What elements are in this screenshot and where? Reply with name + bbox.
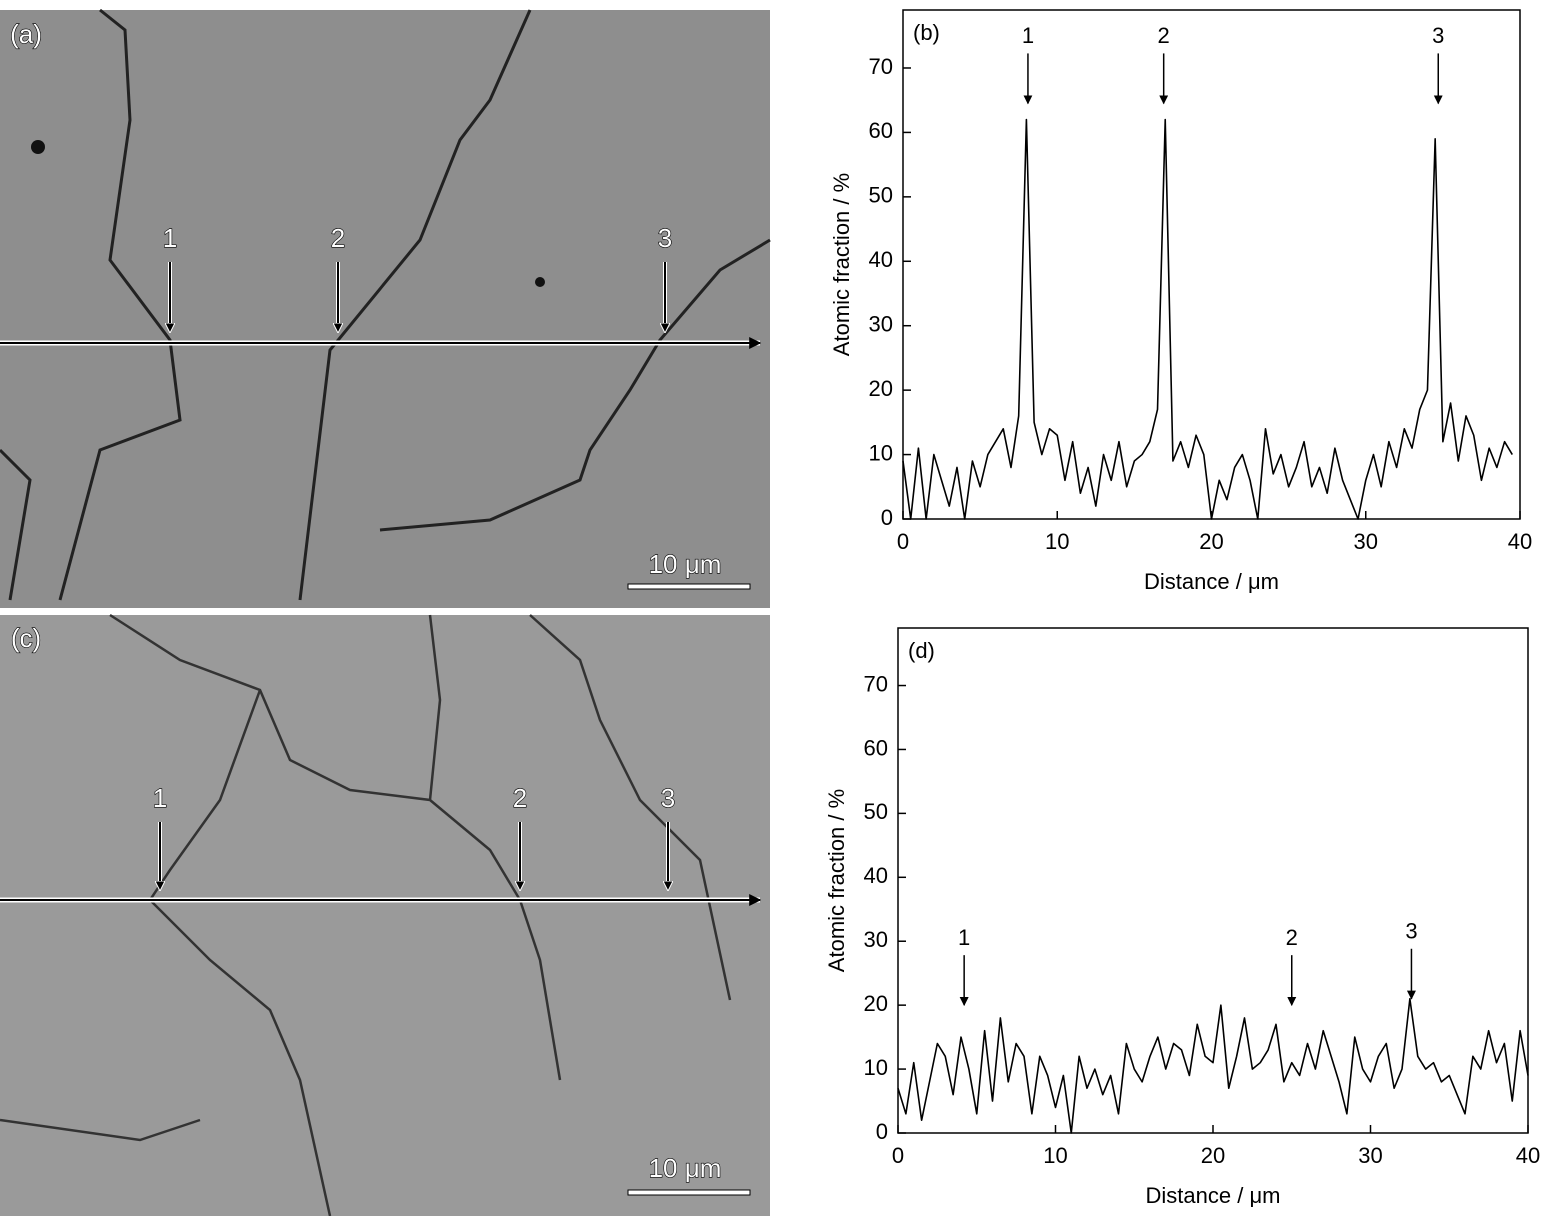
y-tick-label: 20 xyxy=(864,991,888,1016)
y-tick-label: 70 xyxy=(864,671,888,696)
x-tick-label: 20 xyxy=(1199,529,1223,554)
data-line xyxy=(902,118,1513,520)
annotation-label: 2 xyxy=(1286,925,1298,950)
y-tick-label: 50 xyxy=(869,183,893,208)
panel-label: (a) xyxy=(10,19,42,49)
annotation-label: 3 xyxy=(1405,919,1417,944)
marker-label: 2 xyxy=(331,223,345,253)
y-axis-label: Atomic fraction / % xyxy=(824,789,849,972)
chart: 0 10 20 30 40 0 10 20 30 40 50 60 70 (b) Distance / μm… xyxy=(829,9,1532,594)
marker-label: 3 xyxy=(658,223,672,253)
x-tick-label: 0 xyxy=(892,1143,904,1168)
y-tick-label: 0 xyxy=(881,505,893,530)
marker-label: 1 xyxy=(163,223,177,253)
x-tick-label: 40 xyxy=(1508,529,1532,554)
x-axis-label: Distance / μm xyxy=(1144,569,1279,594)
y-tick-label: 60 xyxy=(869,118,893,143)
panel-label: (c) xyxy=(11,623,41,653)
marker-label: 1 xyxy=(153,783,167,813)
annotation-label: 1 xyxy=(1022,23,1034,48)
marker-label: 3 xyxy=(661,783,675,813)
marker-label: 2 xyxy=(513,783,527,813)
chart: 0 10 20 30 40 0 10 20 30 40 50 60 70 (d) Distance / μm… xyxy=(824,627,1540,1208)
data-line xyxy=(897,997,1529,1134)
y-tick-label: 0 xyxy=(876,1119,888,1144)
x-axis-label: Distance / μm xyxy=(1146,1183,1281,1208)
x-tick-label: 0 xyxy=(897,529,909,554)
scale-bar-label: 10 μm xyxy=(649,549,722,579)
y-tick-label: 10 xyxy=(864,1055,888,1080)
panel-label: (b) xyxy=(913,20,940,45)
annotation-label: 2 xyxy=(1158,23,1170,48)
annotation-label: 1 xyxy=(958,925,970,950)
y-tick-label: 50 xyxy=(864,799,888,824)
y-tick-label: 60 xyxy=(864,735,888,760)
x-tick-label: 20 xyxy=(1201,1143,1225,1168)
scale-bar-label: 10 μm xyxy=(649,1153,722,1183)
x-tick-label: 30 xyxy=(1358,1143,1382,1168)
y-tick-label: 40 xyxy=(869,247,893,272)
y-tick-label: 30 xyxy=(864,927,888,952)
x-tick-label: 30 xyxy=(1354,529,1378,554)
micrograph-c: (c) 1 2 3 10 μm xyxy=(0,613,770,1216)
y-tick-label: 30 xyxy=(869,312,893,337)
y-tick-label: 20 xyxy=(869,376,893,401)
y-tick-label: 70 xyxy=(869,54,893,79)
y-axis-label: Atomic fraction / % xyxy=(829,173,854,356)
y-tick-label: 40 xyxy=(864,863,888,888)
panel-label: (d) xyxy=(908,638,935,663)
x-tick-label: 10 xyxy=(1045,529,1069,554)
y-tick-label: 10 xyxy=(869,440,893,465)
x-tick-label: 10 xyxy=(1043,1143,1067,1168)
micrograph-a: (a) 1 2 3 10 μm xyxy=(0,8,771,608)
annotation-label: 3 xyxy=(1432,23,1444,48)
x-tick-label: 40 xyxy=(1516,1143,1540,1168)
